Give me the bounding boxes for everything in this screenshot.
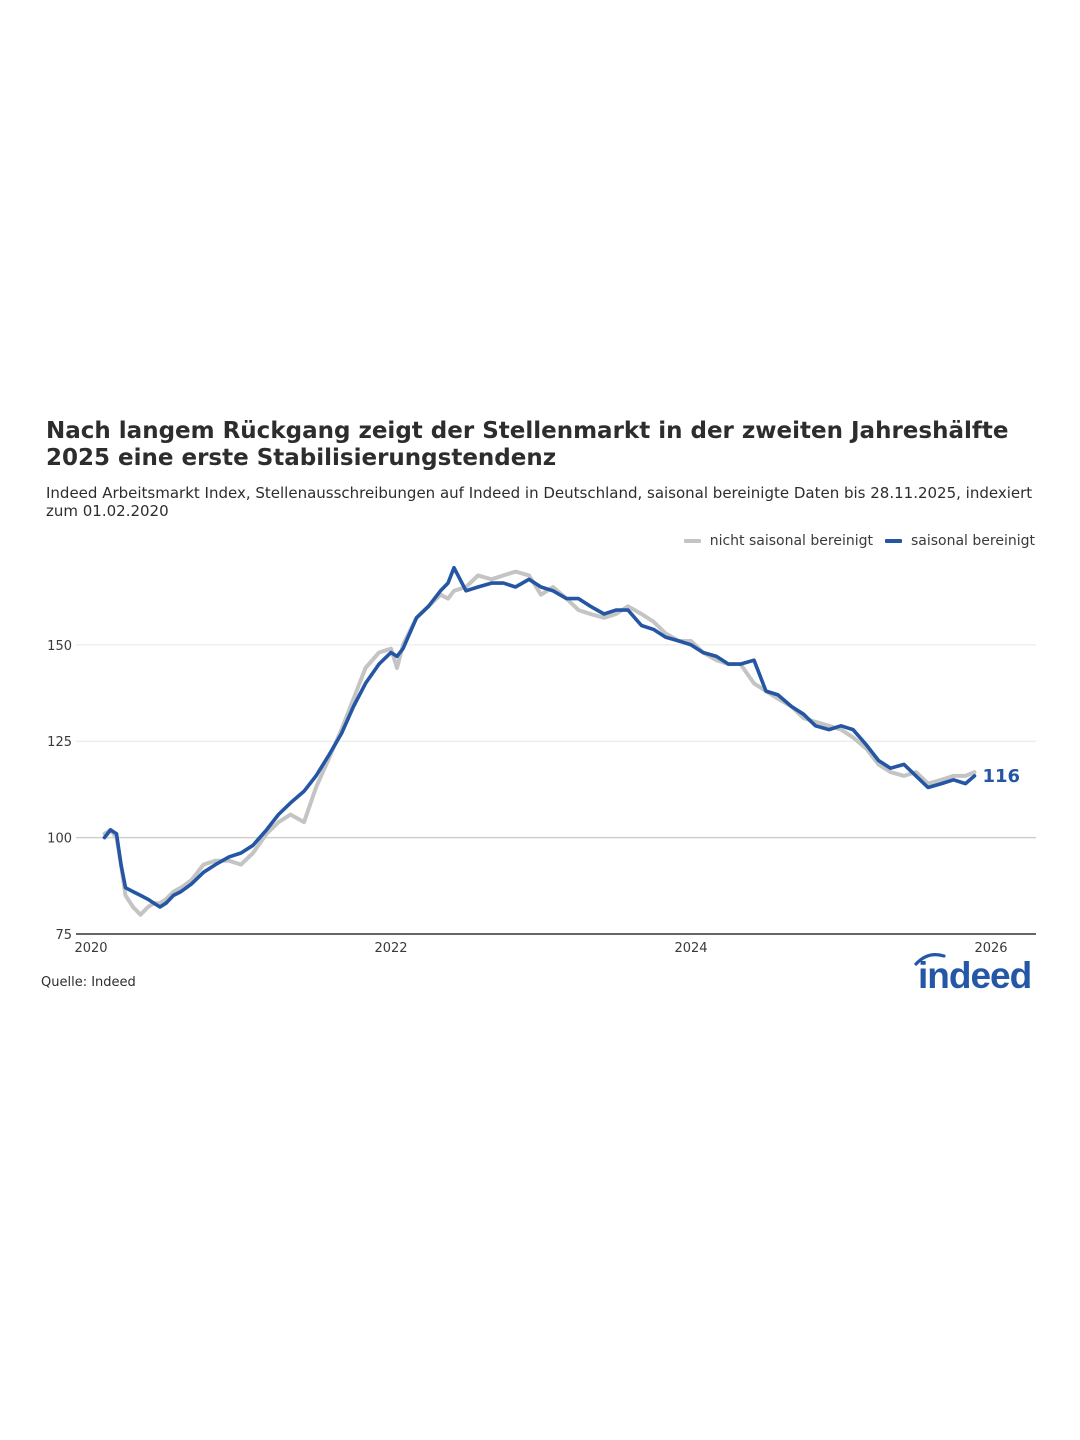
x-tick-label-2024: 2024 [674, 941, 707, 956]
indeed-logo: indeed [914, 953, 1032, 996]
legend-swatch-saisonal [884, 539, 902, 543]
y-tick-label-75: 75 [55, 928, 72, 943]
legend-label-saisonal: saisonal bereinigt [910, 533, 1035, 549]
x-tick-label-2026: 2026 [974, 941, 1007, 956]
svg-text:indeed: indeed [918, 955, 1031, 996]
legend-swatch-nicht-saisonal [683, 539, 701, 543]
end-value-label: 116 [983, 766, 1021, 787]
x-tick-label-2022: 2022 [374, 941, 407, 956]
chart-subtitle: Indeed Arbeitsmarkt Index, Stellenaussch… [46, 484, 1033, 520]
x-tick-label-2020: 2020 [74, 941, 107, 956]
source-note: Quelle: Indeed [41, 975, 136, 990]
y-tick-label-100: 100 [47, 832, 72, 847]
y-tick-label-150: 150 [47, 639, 72, 654]
chart-legend: nicht saisonal bereinigt saisonal berein… [672, 533, 1035, 549]
legend-item-saisonal: saisonal bereinigt [884, 533, 1035, 549]
chart-title: Nach langem Rückgang zeigt der Stellenma… [46, 418, 1009, 471]
series-line-saisonal-bereinigt [102, 565, 977, 909]
legend-item-nicht-saisonal: nicht saisonal bereinigt [683, 533, 873, 549]
line-chart: 75 100 125 150 2020 2022 2024 2026 116 [47, 565, 1036, 956]
series-line-nicht-saisonal-bereinigt [102, 569, 977, 917]
legend-label-nicht-saisonal: nicht saisonal bereinigt [709, 533, 873, 549]
y-tick-label-125: 125 [47, 735, 72, 750]
